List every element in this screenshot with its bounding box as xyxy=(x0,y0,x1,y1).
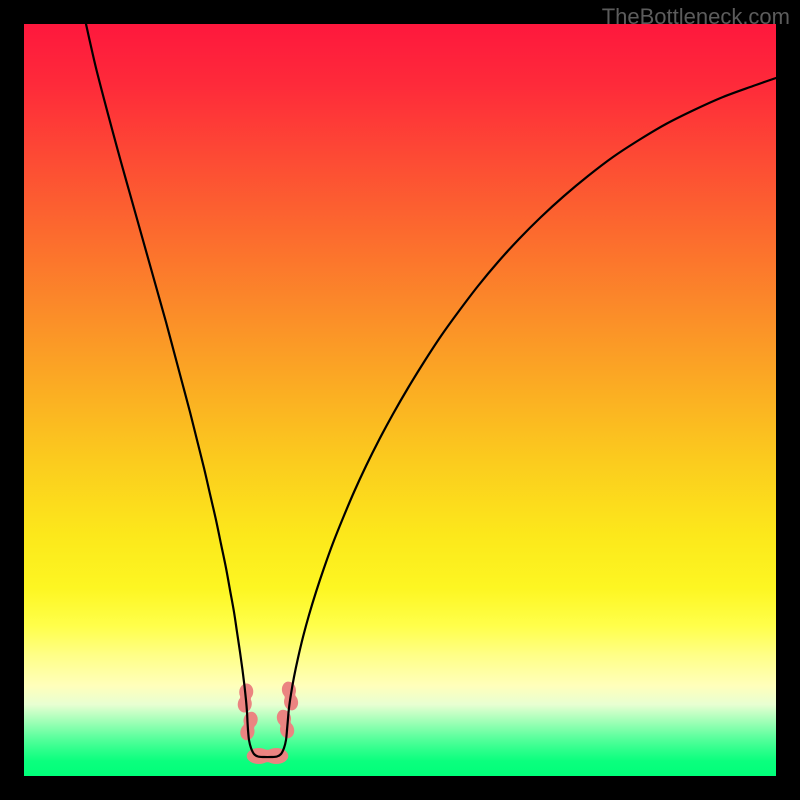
bottleneck-chart xyxy=(24,24,776,776)
chart-svg xyxy=(24,24,776,776)
